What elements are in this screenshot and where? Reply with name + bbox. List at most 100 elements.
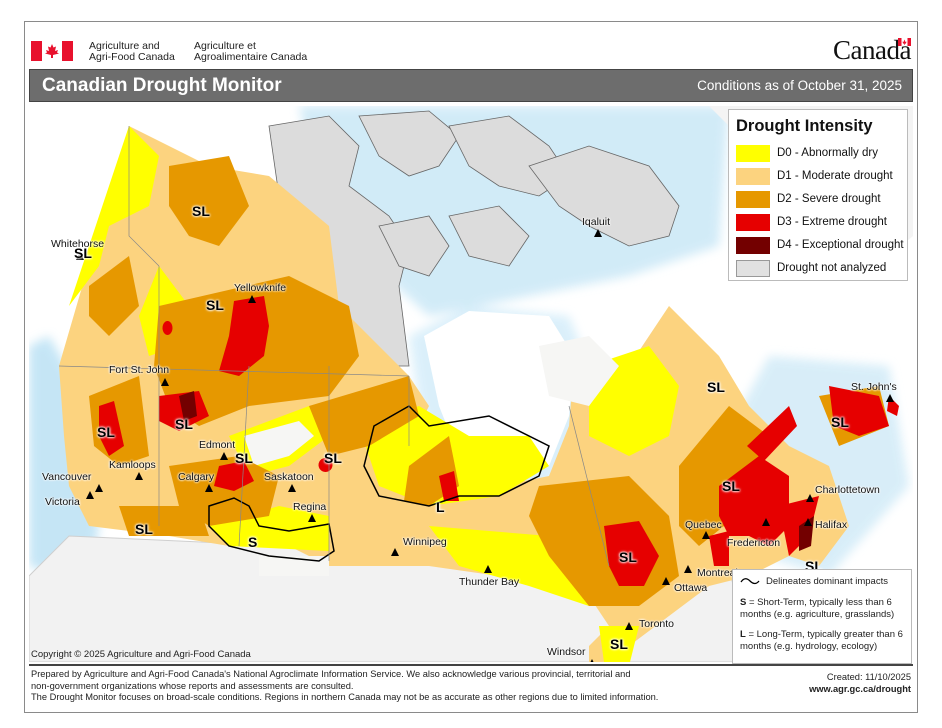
canada-flag-icon [31, 41, 73, 61]
footer-meta: Created: 11/10/2025 www.agr.gc.ca/drough… [809, 672, 911, 695]
city-label-whitehorse: Whitehorse [51, 238, 105, 250]
footer-divider [29, 664, 913, 666]
footer-line-2: non-government organizations whose repor… [31, 680, 354, 691]
city-marker-iqaluit-icon [594, 229, 602, 237]
city-label-quebec: Quebec [685, 519, 722, 531]
city-label-edmonton: Edmont [199, 439, 236, 451]
dept-en-line2: Agri-Food Canada [89, 51, 175, 63]
long-term-key: L [740, 629, 746, 640]
city-marker-edmonton-icon [220, 452, 228, 460]
city-label-charlottetown: Charlottetown [815, 484, 880, 496]
legend-item-d3: D3 - Extreme drought [736, 214, 906, 231]
impact-label: SL [74, 245, 92, 261]
impact-label: SL [97, 424, 115, 440]
city-marker-kamloops-icon [135, 472, 143, 480]
legend-swatch-d2 [736, 191, 770, 208]
city-marker-fort-st-john-icon [161, 378, 169, 386]
conditions-date: Conditions as of October 31, 2025 [697, 78, 902, 93]
city-marker-winnipeg-icon [391, 548, 399, 556]
city-label-ottawa: Ottawa [674, 582, 708, 594]
city-marker-montreal-icon [684, 565, 692, 573]
legend-item-d0: D0 - Abnormally dry [736, 145, 906, 162]
drought-intensity-legend: Drought Intensity D0 - Abnormally dry D1… [728, 109, 908, 281]
city-label-winnipeg: Winnipeg [403, 536, 447, 548]
created-date: Created: 11/10/2025 [826, 672, 911, 682]
city-label-fredericton: Fredericton [727, 537, 781, 549]
website-link[interactable]: www.agr.gc.ca/drought [809, 683, 911, 694]
legend-title: Drought Intensity [736, 117, 873, 135]
city-label-kamloops: Kamloops [109, 459, 156, 471]
city-label-iqaluit: Iqaluit [582, 216, 611, 228]
impact-lines [208, 405, 550, 562]
impact-label: S [248, 534, 258, 550]
header: Agriculture and Agri-Food Canada Agricul… [25, 22, 917, 68]
impact-label: SL [831, 414, 849, 430]
city-marker-fredericton-icon [762, 518, 770, 526]
city-label-fort-st-john: Fort St. John [109, 364, 170, 376]
impact-label: SL [324, 450, 342, 466]
city-marker-charlottetown-icon [806, 494, 814, 502]
arctic-islands [268, 110, 680, 367]
city-marker-halifax-icon [804, 518, 812, 526]
city-marker-st-johns-icon [886, 394, 894, 402]
copyright: Copyright © 2025 Agriculture and Agri-Fo… [31, 649, 251, 660]
city-label-regina: Regina [293, 501, 327, 513]
dept-fr-line2: Agroalimentaire Canada [194, 51, 308, 63]
city-label-windsor: Windsor [547, 646, 586, 658]
legend-label-d0: D0 - Abnormally dry [777, 147, 878, 159]
city-marker-victoria-icon [86, 491, 94, 499]
city-label-saskatoon: Saskatoon [264, 471, 314, 483]
drought-map: Whitehorse Yellowknife Iqaluit Fort St. … [29, 106, 913, 662]
legend-label-d2: D2 - Severe drought [777, 193, 881, 205]
long-term-text: = Long-Term, typically greater than 6 mo… [740, 629, 903, 652]
legend-item-d2: D2 - Severe drought [736, 191, 906, 208]
city-label-vancouver: Vancouver [42, 471, 92, 483]
city-marker-whitehorse-icon [76, 252, 84, 260]
legend-swatch-not-analyzed [736, 260, 770, 277]
legend-label-not-analyzed: Drought not analyzed [777, 262, 887, 274]
city-marker-windsor-icon [588, 659, 596, 662]
legend-swatch-d4 [736, 237, 770, 254]
legend-label-d4: D4 - Exceptional drought [777, 239, 904, 251]
footer-line-1: Prepared by Agriculture and Agri-Food Ca… [31, 669, 631, 679]
impact-line-label: Delineates dominant impacts [766, 576, 888, 587]
impact-label: SL [235, 450, 253, 466]
legend-swatch-d0 [736, 145, 770, 162]
dept-en-line1: Agriculture and [89, 40, 160, 52]
legend-item-d1: D1 - Moderate drought [736, 168, 906, 185]
legend-label-d1: D1 - Moderate drought [777, 170, 893, 182]
short-term-text: = Short-Term, typically less than 6 mont… [740, 597, 895, 620]
page-title: Canadian Drought Monitor [42, 75, 282, 96]
legend-label-d3: D3 - Extreme drought [777, 216, 887, 228]
footer-notes: Prepared by Agriculture and Agri-Food Ca… [31, 669, 731, 704]
city-label-calgary: Calgary [178, 471, 215, 483]
city-marker-quebec-icon [702, 531, 710, 539]
d4-areas [179, 391, 814, 551]
footer-line-3: The Drought Monitor focuses on broad-sca… [31, 692, 659, 702]
long-term-note: L = Long-Term, typically greater than 6 … [740, 629, 910, 653]
province-borders [58, 126, 610, 567]
drought-monitor-frame: Agriculture and Agri-Food Canada Agricul… [24, 21, 918, 713]
city-label-toronto: Toronto [639, 618, 675, 630]
city-label-halifax: Halifax [815, 519, 848, 531]
city-marker-ottawa-icon [662, 577, 670, 585]
city-label-victoria: Victoria [45, 496, 80, 508]
department-name-french: Agriculture et Agroalimentaire Canada [194, 41, 307, 63]
legend-swatch-d3 [736, 214, 770, 231]
city-marker-yellowknife-icon [248, 295, 256, 303]
city-marker-calgary-icon [205, 484, 213, 492]
legend-item-not-analyzed: Drought not analyzed [736, 260, 906, 277]
city-marker-vancouver-icon [95, 484, 103, 492]
city-label-st-johns: St. John's [851, 381, 897, 393]
title-bar: Canadian Drought Monitor Conditions as o… [29, 69, 913, 102]
city-marker-toronto-icon [625, 622, 633, 630]
impact-label: SL [135, 521, 153, 537]
dept-fr-line1: Agriculture et [194, 40, 256, 52]
city-marker-thunder-bay-icon [484, 565, 492, 573]
department-name-english: Agriculture and Agri-Food Canada [89, 41, 175, 63]
short-term-key: S [740, 597, 747, 608]
impact-label: SL [722, 478, 740, 494]
impact-label: L [436, 499, 445, 515]
impact-line-icon [740, 578, 760, 585]
legend-item-d4: D4 - Exceptional drought [736, 237, 906, 254]
